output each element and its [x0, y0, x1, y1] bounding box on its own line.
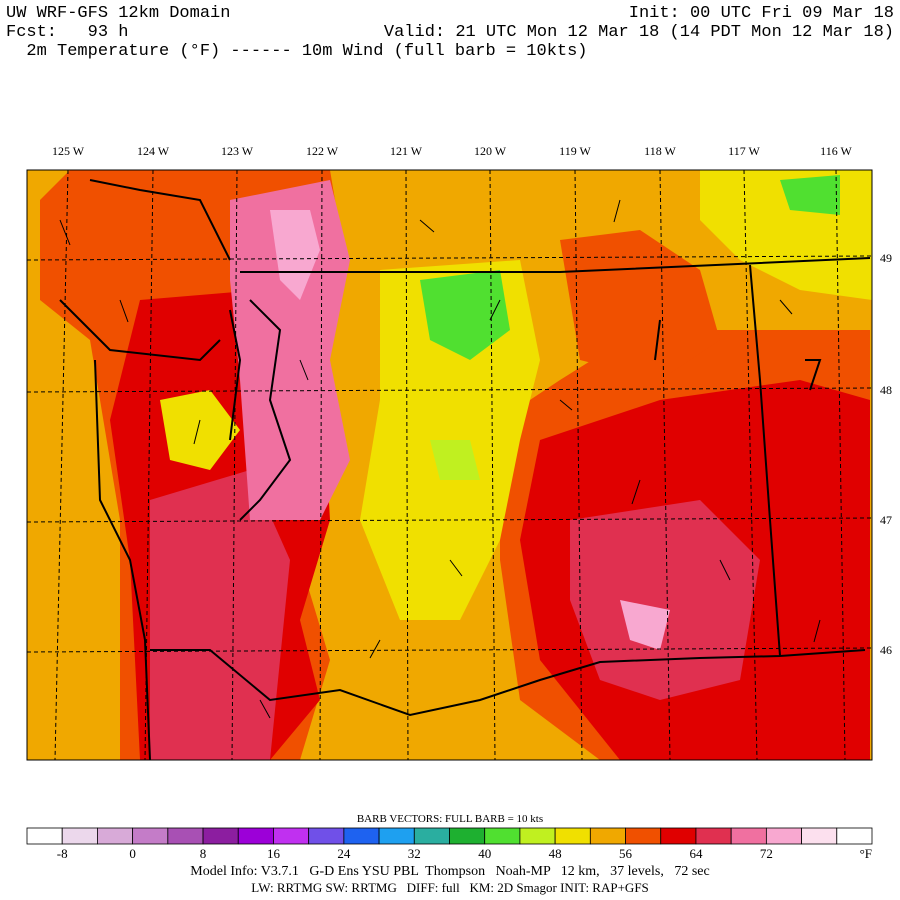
temperature-field: [27, 170, 872, 760]
colorbar-swatch: [449, 827, 486, 845]
colorbar-swatch: [413, 827, 450, 845]
colorbar-swatch: [589, 827, 626, 845]
colorbar-label: 0: [129, 846, 136, 861]
colorbar-swatch: [484, 827, 521, 845]
longitude-label: 124 W: [137, 144, 170, 158]
colorbar: -8 0 8 16 24 32 40 48 56 64 72 °F: [26, 827, 873, 861]
colorbar-label: 48: [549, 846, 562, 861]
colorbar-swatch: [132, 827, 169, 845]
latitude-label: 48: [880, 383, 892, 397]
colorbar-swatch: [167, 827, 204, 845]
latitude-label: 46: [880, 643, 892, 657]
colorbar-swatch: [660, 827, 697, 845]
header-line: Valid: 21 UTC Mon 12 Mar 18 (14 PDT Mon …: [383, 23, 894, 42]
colorbar-label: 72: [760, 846, 773, 861]
colorbar-label: 40: [478, 846, 491, 861]
longitude-label: 118 W: [644, 144, 676, 158]
colorbar-swatch: [26, 827, 63, 845]
longitude-label: 116 W: [820, 144, 852, 158]
colorbar-label: 16: [267, 846, 281, 861]
colorbar-swatch: [519, 827, 556, 845]
colorbar-swatch: [836, 827, 873, 845]
longitude-label: 120 W: [474, 144, 507, 158]
latitude-label: 47: [880, 513, 892, 527]
header-line: Init: 00 UTC Fri 09 Mar 18: [628, 4, 894, 23]
colorbar-swatch: [273, 827, 310, 845]
colorbar-label: -8: [57, 846, 68, 861]
colorbar-swatch: [554, 827, 591, 845]
header-line: UW WRF-GFS 12km Domain: [6, 4, 231, 23]
longitude-label: 117 W: [728, 144, 760, 158]
longitude-label: 119 W: [559, 144, 591, 158]
colorbar-swatch: [237, 827, 274, 845]
colorbar-swatch: [308, 827, 345, 845]
colorbar-unit: °F: [860, 846, 872, 861]
colorbar-swatch: [202, 827, 239, 845]
longitude-label: 121 W: [390, 144, 423, 158]
header-line: 2m Temperature (°F) ------ 10m Wind (ful…: [6, 42, 588, 61]
colorbar-label: 24: [337, 846, 351, 861]
colorbar-swatch: [625, 827, 662, 845]
colorbar-swatch: [61, 827, 98, 845]
footer-line: Model Info: V3.7.1 G-D Ens YSU PBL Thomp…: [190, 864, 710, 879]
longitude-label: 123 W: [221, 144, 254, 158]
graticule: [26, 169, 873, 761]
latitude-label: 49: [880, 251, 892, 265]
colorbar-swatch: [343, 827, 380, 845]
map-frame: [26, 169, 873, 761]
colorbar-swatch: [801, 827, 838, 845]
colorbar-label: 64: [689, 846, 703, 861]
colorbar-title: BARB VECTORS: FULL BARB = 10 kts: [357, 813, 543, 825]
longitude-label: 122 W: [306, 144, 339, 158]
colorbar-swatch: [765, 827, 802, 845]
colorbar-swatch: [695, 827, 732, 845]
longitude-label: 125 W: [52, 144, 85, 158]
colorbar-label: 32: [408, 846, 421, 861]
longitude-labels: 125 W 124 W 123 W 122 W 121 W 120 W 119 W 118 W…: [52, 144, 853, 158]
colorbar-label: 56: [619, 846, 633, 861]
colorbar-swatch: [730, 827, 767, 845]
colorbar-swatch: [378, 827, 415, 845]
colorbar-label: 8: [200, 846, 207, 861]
wind-barbs: [59, 199, 821, 719]
colorbar-swatch: [97, 827, 134, 845]
latitude-labels: 49 48 47 46: [880, 251, 892, 657]
borders: [59, 179, 871, 761]
header-line: Fcst: 93 h: [6, 23, 129, 42]
footer-line: LW: RRTMG SW: RRTMG DIFF: full KM: 2D Sm…: [251, 880, 649, 895]
